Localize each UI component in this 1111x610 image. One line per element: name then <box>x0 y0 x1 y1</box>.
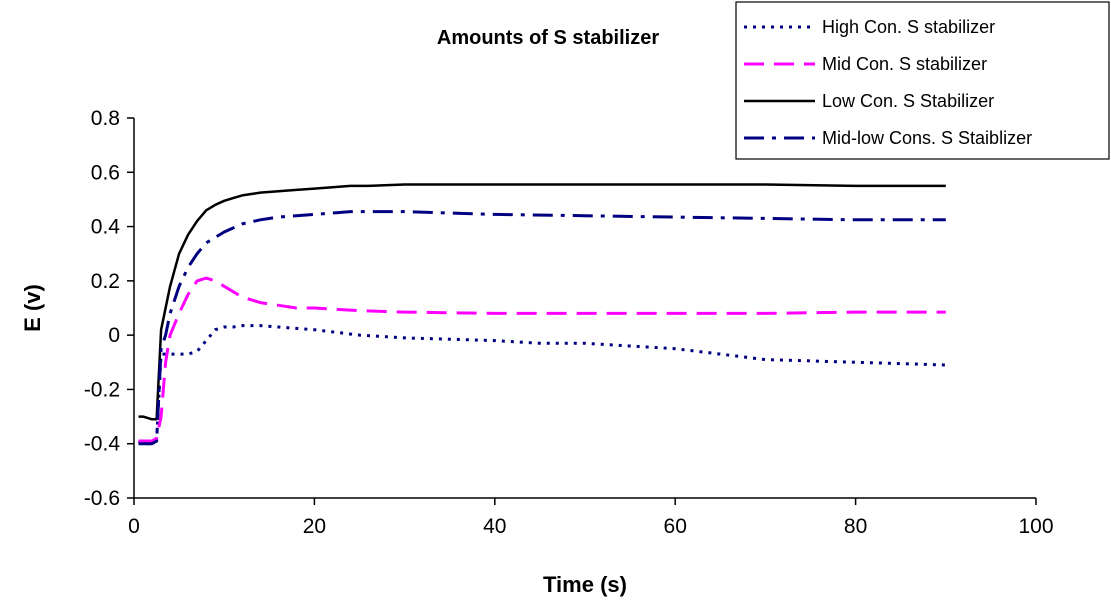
x-tick-label: 40 <box>483 515 506 538</box>
y-tick-label: 0.6 <box>91 161 120 184</box>
series-group <box>137 183 946 446</box>
x-tick-label: 0 <box>128 515 140 538</box>
series-line-3 <box>138 183 946 421</box>
axes <box>133 118 1036 499</box>
x-tick-label: 80 <box>844 515 867 538</box>
y-tick-label: 0.8 <box>91 107 120 130</box>
series-line-4 <box>138 210 946 446</box>
x-axis-title: Time (s) <box>543 572 627 597</box>
y-tick-label: -0.6 <box>84 487 120 510</box>
y-tick-label: -0.4 <box>84 433 121 456</box>
legend-label-1: High Con. S stabilizer <box>822 17 995 37</box>
y-tick-label: 0 <box>108 324 120 347</box>
legend-label-4: Mid-low Cons. S Staiblizer <box>822 128 1032 148</box>
x-tick-label: 60 <box>664 515 687 538</box>
y-tick-label: 0.2 <box>91 270 120 293</box>
series-line-2 <box>138 276 946 443</box>
y-axis-title: E (v) <box>20 284 45 332</box>
legend-label-3: Low Con. S Stabilizer <box>822 91 994 111</box>
y-tick-label: 0.4 <box>91 216 121 239</box>
x-tick-label: 20 <box>303 515 326 538</box>
x-tick-label: 100 <box>1018 515 1053 538</box>
chart-title: Amounts of S stabilizer <box>437 27 659 49</box>
y-tick-label: -0.2 <box>84 378 120 401</box>
legend: High Con. S stabilizer Mid Con. S stabili… <box>735 1 1110 160</box>
ticks: 0 20 40 60 80 100 -0.6 -0.4 -0.2 0 0.2 0.4 0.6 0.8 <box>84 107 1054 538</box>
legend-label-2: Mid Con. S stabilizer <box>822 54 987 74</box>
series-line-1 <box>137 324 946 446</box>
